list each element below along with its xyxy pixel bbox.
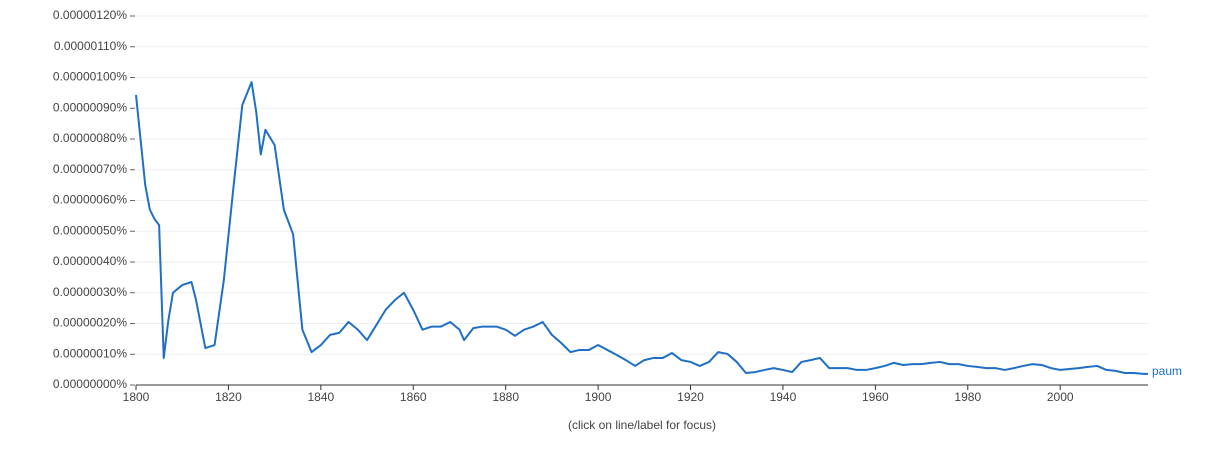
y-tick-label: 0.00000090%: [53, 100, 127, 114]
y-tick-label: 0.00000100%: [53, 70, 127, 84]
x-tick-label: 1840: [307, 390, 334, 404]
x-tick-label: 1880: [492, 390, 519, 404]
x-tick-label: 1920: [677, 390, 704, 404]
y-tick-label: 0.00000060%: [53, 193, 127, 207]
y-tick-label: 0.00000070%: [53, 162, 127, 176]
y-tick-label: 0.00000050%: [53, 223, 127, 237]
footnote: (click on line/label for focus): [568, 418, 716, 432]
x-tick-label: 1980: [954, 390, 981, 404]
x-tick-label: 2000: [1047, 390, 1074, 404]
x-tick-label: 1960: [862, 390, 889, 404]
y-tick-label: 0.00000010%: [53, 346, 127, 360]
y-tick-label: 0.00000000%: [53, 377, 127, 391]
x-tick-label: 1820: [215, 390, 242, 404]
y-tick-label: 0.00000040%: [53, 254, 127, 268]
data-line[interactable]: [135, 81, 1148, 375]
series-label[interactable]: paum: [1152, 364, 1182, 378]
y-tick-label: 0.00000120%: [53, 8, 127, 22]
y-tick-label: 0.00000110%: [54, 39, 128, 53]
x-tick-label: 1900: [585, 390, 612, 404]
y-tick-label: 0.00000080%: [53, 131, 127, 145]
y-tick-label: 0.00000030%: [53, 285, 127, 299]
x-tick-label: 1800: [123, 390, 150, 404]
x-tick-label: 1860: [400, 390, 427, 404]
y-tick-label: 0.00000020%: [53, 316, 127, 330]
x-tick-label: 1940: [770, 390, 797, 404]
